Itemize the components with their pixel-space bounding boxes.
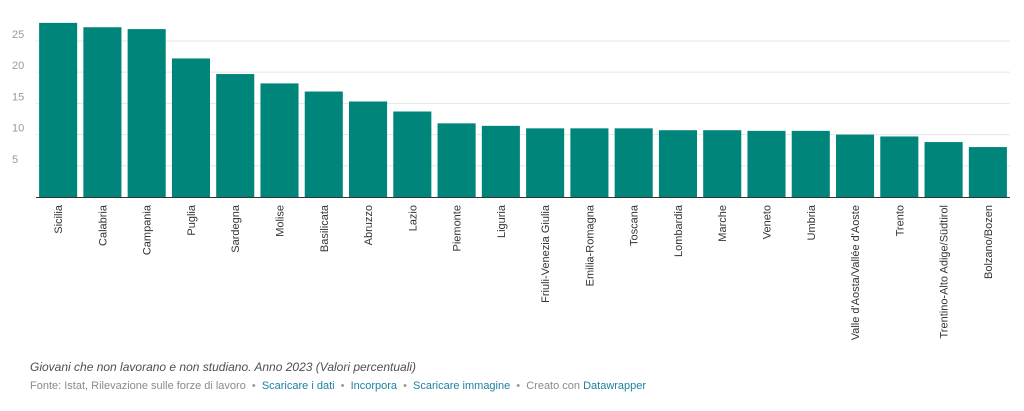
y-tick-label: 10: [12, 123, 24, 135]
bar: [747, 130, 786, 197]
y-tick-label: 15: [12, 91, 24, 103]
bar: [437, 123, 476, 197]
x-tick-label: Campania: [142, 204, 154, 255]
bar: [880, 136, 919, 197]
y-tick-label: 20: [12, 60, 24, 72]
x-tick-label: Sicilia: [53, 204, 65, 234]
bar: [791, 130, 830, 197]
x-tick-label: Emilia-Romagna: [584, 204, 596, 286]
x-tick-label: Valle d'Aosta/Vallée d'Aoste: [850, 205, 862, 340]
x-tick-label: Trento: [894, 205, 906, 236]
category-labels: Sicilia Calabria Campania Puglia Sardegna Mol…: [53, 204, 995, 340]
bar: [658, 130, 697, 197]
bar: [304, 91, 343, 197]
separator: •: [251, 380, 256, 392]
bar: [703, 130, 742, 197]
datawrapper-link[interactable]: Datawrapper: [583, 380, 647, 392]
bar: [171, 58, 210, 198]
x-tick-label: Friuli-Venezia Giulia: [540, 204, 552, 303]
x-tick-label: Trentino-Alto Adige/Südtirol: [939, 205, 951, 339]
embed-link[interactable]: Incorpora: [350, 380, 398, 392]
x-tick-label: Toscana: [629, 204, 641, 246]
bar: [836, 134, 875, 197]
bar: [393, 111, 432, 197]
download-data-link[interactable]: Scaricare i dati: [261, 380, 335, 392]
separator: •: [403, 380, 407, 392]
bar: [83, 27, 122, 197]
x-tick-label: Lazio: [407, 205, 419, 231]
x-tick-label: Basilicata: [319, 204, 331, 252]
x-tick-label: Piemonte: [452, 205, 464, 251]
download-image-link[interactable]: Scaricare immagine: [413, 380, 511, 392]
separator: •: [516, 380, 521, 392]
x-tick-label: Molise: [275, 205, 287, 237]
bars: [39, 22, 1007, 198]
source-text: Fonte: Istat, Rilevazione sulle forze di…: [30, 380, 246, 392]
y-tick-label: 5: [12, 154, 18, 166]
x-tick-label: Abruzzo: [363, 205, 375, 245]
bar: [481, 125, 520, 197]
bar: [968, 147, 1007, 197]
bar: [924, 142, 963, 197]
x-tick-label: Lombardia: [673, 204, 685, 257]
x-tick-label: Calabria: [97, 204, 109, 246]
x-tick-label: Sardegna: [230, 204, 242, 253]
bar: [216, 74, 255, 197]
bar: [260, 83, 299, 197]
x-tick-label: Marche: [717, 205, 729, 242]
x-tick-label: Veneto: [762, 205, 774, 239]
bar: [570, 128, 609, 197]
x-tick-label: Bolzano/Bozen: [983, 205, 995, 279]
chart-footer: Fonte: Istat, Rilevazione sulle forze di…: [30, 380, 1010, 392]
created-with-text: Creato con: [526, 380, 581, 392]
chart-notes: Giovani che non lavorano e non studiano.…: [30, 360, 1010, 392]
bar: [349, 101, 388, 197]
bar: [127, 29, 166, 197]
bar: [39, 22, 78, 198]
bar: [526, 128, 565, 197]
y-tick-label: 25: [12, 29, 24, 41]
separator: •: [340, 380, 345, 392]
x-tick-label: Umbria: [806, 204, 818, 240]
chart-caption: Giovani che non lavorano e non studiano.…: [30, 360, 417, 374]
x-tick-label: Puglia: [186, 204, 198, 235]
x-tick-label: Liguria: [496, 204, 508, 238]
bar: [614, 128, 653, 197]
